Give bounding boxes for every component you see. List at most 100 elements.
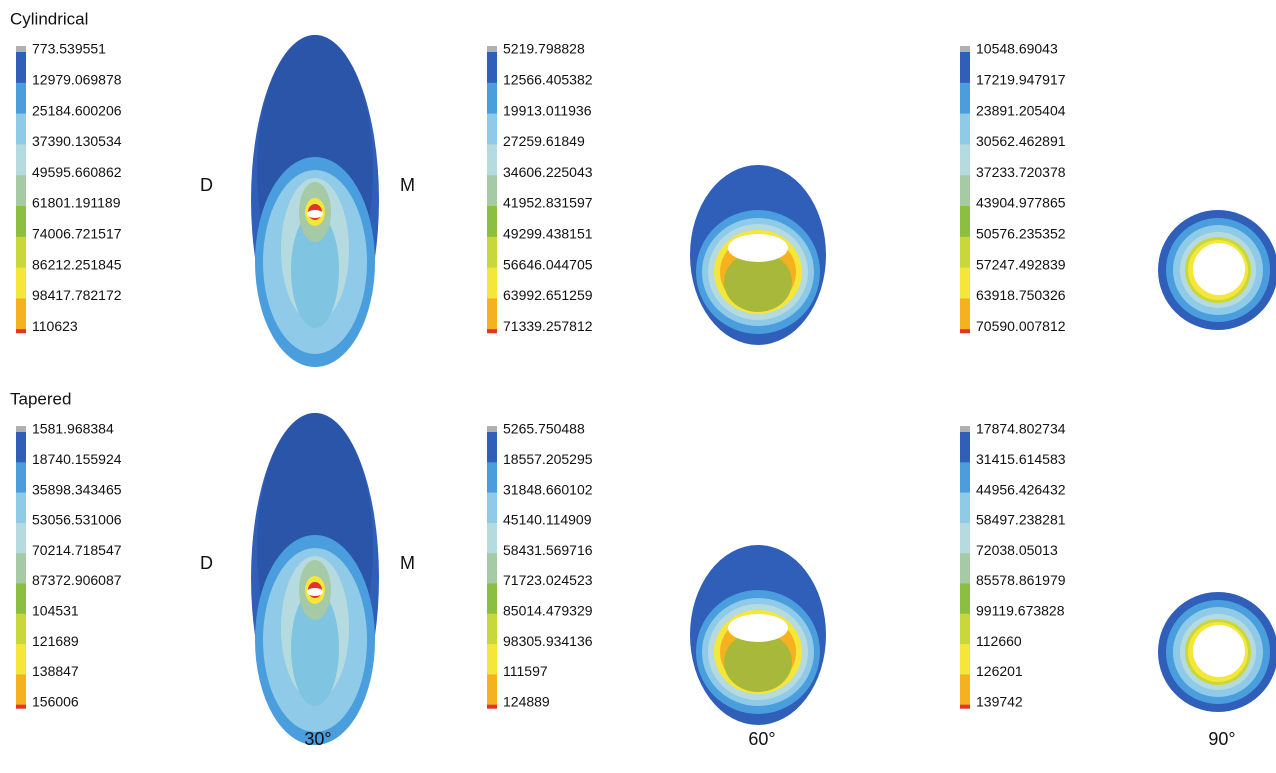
legend-label: 49595.660862: [32, 164, 122, 180]
hole: [1193, 625, 1245, 677]
colorbar-segment: [16, 584, 26, 615]
colorbar-end: [960, 329, 970, 333]
colorbar-segment: [960, 462, 970, 493]
colorbar-segment: [16, 237, 26, 268]
legend-label: 12566.405382: [503, 72, 593, 88]
model-60: [690, 165, 826, 345]
colorbar-segment: [16, 144, 26, 175]
colorbar-segment: [16, 298, 26, 329]
colorbar-segment: [16, 553, 26, 584]
legend-label: 124889: [503, 693, 550, 709]
colorbar-segment: [487, 462, 497, 493]
legend-label: 74006.721517: [32, 226, 122, 242]
colorbar-segment: [960, 237, 970, 268]
legend-label: 63992.651259: [503, 287, 593, 303]
legend-label: 58431.569716: [503, 542, 593, 558]
colorbar-segment: [487, 237, 497, 268]
colorbar-tip: [16, 46, 26, 52]
colorbar-segment: [487, 432, 497, 463]
row-title: Cylindrical: [10, 9, 88, 28]
legend-label: 156006: [32, 693, 79, 709]
colorbar-segment: [960, 614, 970, 645]
colorbar-segment: [16, 644, 26, 675]
colorbar-segment: [487, 553, 497, 584]
angle-label: 90°: [1208, 729, 1235, 749]
legend-label: 44956.426432: [976, 481, 1066, 497]
legend-label: 98417.782172: [32, 287, 122, 303]
colorbar-segment: [16, 674, 26, 705]
colorbar-segment: [487, 493, 497, 524]
colorbar-segment: [960, 298, 970, 329]
legend-label: 17219.947917: [976, 72, 1066, 88]
colorbar-segment: [960, 553, 970, 584]
colorbar-segment: [487, 83, 497, 114]
colorbar-segment: [487, 584, 497, 615]
legend-label: 86212.251845: [32, 256, 122, 272]
legend-label: 53056.531006: [32, 512, 122, 528]
colorbar-segment: [960, 175, 970, 206]
legend-label: 112660: [976, 633, 1022, 649]
legend-label: 45140.114909: [503, 512, 592, 528]
legend-label: 70590.007812: [976, 318, 1066, 334]
legend-label: 138847: [32, 663, 79, 679]
legend-label: 56646.044705: [503, 256, 593, 272]
colorbar-segment: [960, 114, 970, 145]
colorbar-segment: [16, 432, 26, 463]
colorbar-segment: [487, 644, 497, 675]
legend-label: 5219.798828: [503, 41, 585, 57]
angle-label: 60°: [748, 729, 775, 749]
legend-label: 126201: [976, 663, 1023, 679]
colorbar-segment: [487, 674, 497, 705]
colorbar-segment: [960, 432, 970, 463]
legend-label: 70214.718547: [32, 542, 122, 558]
model-90: [1158, 210, 1276, 330]
legend-label: 72038.05013: [976, 542, 1058, 558]
colorbar-tip: [487, 46, 497, 52]
colorbar-segment: [487, 268, 497, 299]
legend-label: 121689: [32, 633, 79, 649]
side-label-m: M: [400, 175, 415, 195]
hole: [728, 234, 788, 262]
legend-label: 63918.750326: [976, 287, 1066, 303]
colorbar-segment: [16, 52, 26, 83]
colorbar-segment: [16, 462, 26, 493]
legend-label: 85578.861979: [976, 572, 1066, 588]
hole: [307, 588, 323, 596]
legend-label: 139742: [976, 693, 1023, 709]
colorbar-segment: [487, 175, 497, 206]
legend-label: 34606.225043: [503, 164, 593, 180]
side-label-d: D: [200, 553, 213, 573]
colorbar-end: [16, 705, 26, 709]
model-30: [251, 413, 379, 745]
colorbar-segment: [960, 584, 970, 615]
legend-label: 61801.191189: [32, 195, 121, 211]
hole: [1193, 243, 1245, 295]
legend-label: 49299.438151: [503, 226, 593, 242]
colorbar-segment: [960, 83, 970, 114]
colorbar-segment: [960, 52, 970, 83]
legend-label: 18557.205295: [503, 451, 593, 467]
colorbar-tip: [16, 426, 26, 432]
colorbar-tip: [960, 426, 970, 432]
legend-label: 58497.238281: [976, 512, 1066, 528]
row-title: Tapered: [10, 389, 71, 408]
legend-label: 1581.968384: [32, 421, 114, 437]
colorbar-segment: [960, 493, 970, 524]
legend-label: 85014.479329: [503, 603, 593, 619]
colorbar-segment: [960, 644, 970, 675]
colorbar-segment: [487, 614, 497, 645]
side-label-m: M: [400, 553, 415, 573]
colorbar-segment: [487, 114, 497, 145]
legend-label: 31415.614583: [976, 451, 1066, 467]
legend-label: 18740.155924: [32, 451, 122, 467]
colorbar-segment: [487, 206, 497, 237]
legend-label: 110623: [32, 318, 78, 334]
legend-label: 773.539551: [32, 41, 106, 57]
colorbar-segment: [487, 144, 497, 175]
colorbar-tip: [487, 426, 497, 432]
side-label-d: D: [200, 175, 213, 195]
colorbar-segment: [960, 144, 970, 175]
colorbar-segment: [960, 268, 970, 299]
colorbar-segment: [16, 206, 26, 237]
legend-label: 37233.720378: [976, 164, 1066, 180]
